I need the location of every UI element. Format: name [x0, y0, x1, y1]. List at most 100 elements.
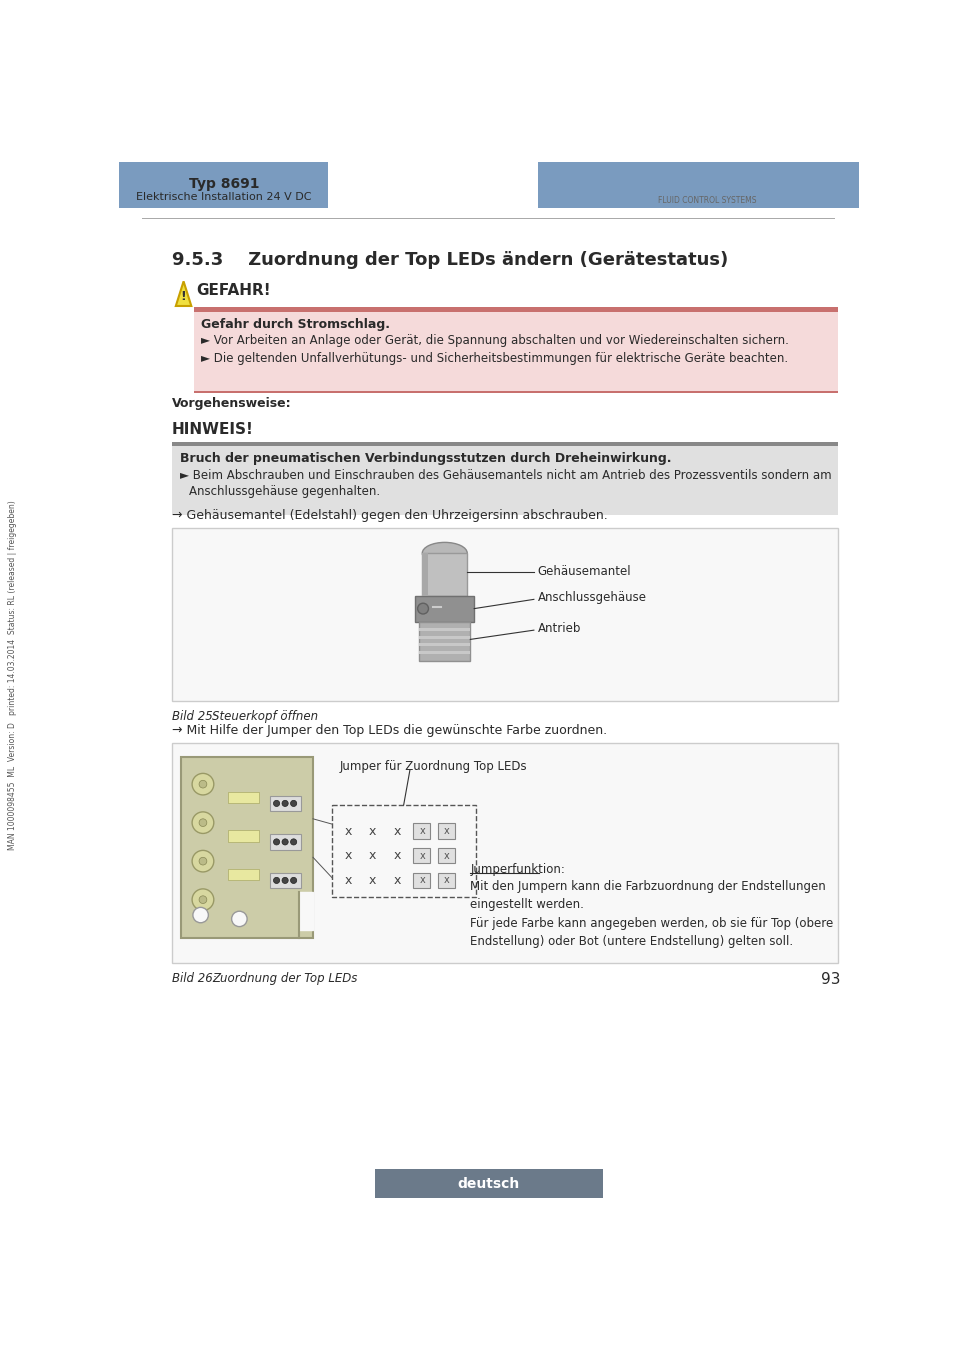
Text: x: x — [344, 825, 352, 837]
Circle shape — [291, 801, 296, 806]
Bar — [172, 528, 838, 701]
Polygon shape — [175, 281, 192, 306]
Text: Anschlussgehäuse: Anschlussgehäuse — [537, 591, 646, 605]
Circle shape — [291, 838, 296, 845]
Ellipse shape — [422, 543, 467, 564]
Text: FLUID CONTROL SYSTEMS: FLUID CONTROL SYSTEMS — [658, 196, 756, 205]
Text: x: x — [369, 849, 376, 863]
Bar — [193, 312, 838, 393]
Bar — [228, 830, 258, 842]
Text: x: x — [444, 850, 450, 861]
Bar — [119, 162, 328, 208]
Text: 9.5.3    Zuordnung der Top LEDs ändern (Gerätestatus): 9.5.3 Zuordnung der Top LEDs ändern (Ger… — [172, 251, 727, 269]
Bar — [437, 848, 455, 864]
Text: 93: 93 — [820, 972, 840, 987]
Text: x: x — [369, 873, 376, 887]
Bar — [413, 824, 430, 838]
Bar — [418, 651, 470, 653]
Circle shape — [199, 896, 207, 903]
Circle shape — [192, 850, 213, 872]
Text: x: x — [344, 849, 352, 863]
Text: Typ 8691: Typ 8691 — [189, 177, 259, 190]
Text: bürkert: bürkert — [658, 177, 734, 197]
Circle shape — [193, 907, 208, 923]
Bar — [437, 872, 455, 888]
Text: x: x — [394, 873, 401, 887]
Ellipse shape — [417, 603, 428, 614]
Circle shape — [274, 838, 279, 845]
Circle shape — [199, 857, 207, 865]
Circle shape — [199, 780, 207, 788]
Circle shape — [282, 801, 288, 806]
Text: Zuordnung der Top LEDs: Zuordnung der Top LEDs — [212, 972, 357, 986]
Bar — [437, 824, 455, 838]
Bar — [422, 554, 467, 595]
Bar — [270, 872, 301, 888]
Text: GEFAHR!: GEFAHR! — [196, 284, 271, 298]
Bar — [537, 162, 858, 208]
Bar — [172, 744, 838, 963]
Text: !: ! — [180, 290, 186, 304]
Text: Mit den Jumpern kann die Farbzuordnung der Endstellungen
eingestellt werden.: Mit den Jumpern kann die Farbzuordnung d… — [470, 880, 825, 911]
Bar — [172, 441, 838, 446]
Text: x: x — [369, 825, 376, 837]
Text: → Mit Hilfe der Jumper den Top LEDs die gewünschte Farbe zuordnen.: → Mit Hilfe der Jumper den Top LEDs die … — [172, 724, 606, 737]
Text: x: x — [344, 873, 352, 887]
Bar — [193, 306, 838, 312]
Text: Für jede Farbe kann angegeben werden, ob sie für Top (obere
Endstellung) oder Bo: Für jede Farbe kann angegeben werden, ob… — [470, 917, 833, 948]
Circle shape — [192, 888, 213, 910]
Text: ► Die geltenden Unfallverhütungs- und Sicherheitsbestimmungen für elektrische Ge: ► Die geltenden Unfallverhütungs- und Si… — [201, 352, 788, 366]
Text: Jumper für Zuordnung Top LEDs: Jumper für Zuordnung Top LEDs — [340, 760, 527, 774]
Bar — [270, 795, 301, 811]
Text: Gehäusemantel: Gehäusemantel — [537, 566, 631, 578]
Bar — [228, 869, 258, 880]
Text: x: x — [394, 825, 401, 837]
Bar — [422, 554, 428, 595]
Bar — [418, 622, 470, 662]
Bar — [375, 1169, 602, 1199]
Circle shape — [274, 878, 279, 883]
Text: ► Vor Arbeiten an Anlage oder Gerät, die Spannung abschalten und vor Wiedereinsc: ► Vor Arbeiten an Anlage oder Gerät, die… — [201, 333, 788, 347]
Text: x: x — [419, 875, 425, 886]
Bar — [270, 834, 301, 849]
Bar — [418, 628, 470, 630]
Text: Bild 26:: Bild 26: — [172, 972, 216, 986]
Bar — [413, 872, 430, 888]
Text: x: x — [394, 849, 401, 863]
Text: Jumperfunktion:: Jumperfunktion: — [470, 863, 564, 876]
Text: x: x — [419, 850, 425, 861]
Circle shape — [291, 878, 296, 883]
Text: Steuerkopf öffnen: Steuerkopf öffnen — [212, 710, 318, 724]
Text: Bruch der pneumatischen Verbindungsstutzen durch Dreheinwirkung.: Bruch der pneumatischen Verbindungsstutz… — [179, 452, 671, 466]
Text: Elektrische Installation 24 V DC: Elektrische Installation 24 V DC — [136, 193, 312, 202]
Text: MAN 1000098455  ML  Version: D   printed: 14.03.2014  Status: RL (released | fre: MAN 1000098455 ML Version: D printed: 14… — [8, 500, 17, 850]
Text: → Gehäusemantel (Edelstahl) gegen den Uhrzeigersinn abschrauben.: → Gehäusemantel (Edelstahl) gegen den Uh… — [172, 509, 607, 521]
Bar — [172, 446, 838, 516]
Bar — [418, 636, 470, 639]
Text: x: x — [444, 875, 450, 886]
Text: ► Beim Abschrauben und Einschrauben des Gehäusemantels nicht am Antrieb des Proz: ► Beim Abschrauben und Einschrauben des … — [179, 470, 830, 482]
Bar — [415, 595, 474, 622]
Text: Gefahr durch Stromschlag.: Gefahr durch Stromschlag. — [201, 319, 390, 331]
Circle shape — [274, 801, 279, 806]
Circle shape — [282, 838, 288, 845]
Text: x: x — [444, 826, 450, 836]
Bar — [193, 390, 838, 393]
Bar — [413, 848, 430, 864]
Circle shape — [232, 911, 247, 926]
Bar — [228, 792, 258, 803]
Circle shape — [192, 774, 213, 795]
Circle shape — [199, 819, 207, 826]
Text: Anschlussgehäuse gegenhalten.: Anschlussgehäuse gegenhalten. — [189, 485, 379, 498]
Bar — [332, 805, 476, 898]
Bar — [298, 892, 313, 930]
Text: x: x — [419, 826, 425, 836]
Text: deutsch: deutsch — [457, 1177, 519, 1191]
Circle shape — [282, 878, 288, 883]
Text: Bild 25:: Bild 25: — [172, 710, 216, 724]
Circle shape — [192, 811, 213, 833]
Bar — [181, 757, 313, 938]
Bar — [418, 643, 470, 647]
Text: Vorgehensweise:: Vorgehensweise: — [172, 397, 292, 410]
Text: Antrieb: Antrieb — [537, 622, 580, 634]
